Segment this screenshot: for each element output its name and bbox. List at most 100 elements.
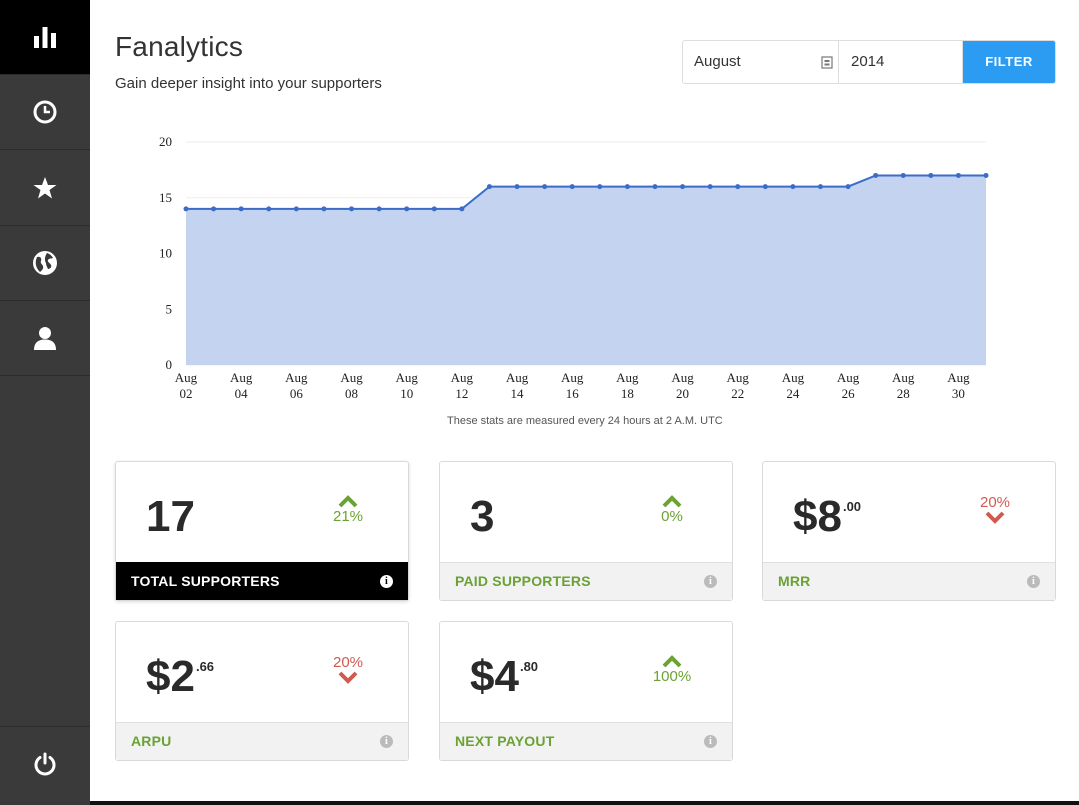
data-point: [790, 184, 796, 190]
x-tick-label: Aug: [616, 370, 639, 385]
x-tick-label: Aug: [727, 370, 750, 385]
chart-svg: 05101520Aug02Aug04Aug06Aug08Aug10Aug12Au…: [159, 134, 989, 401]
arrow-up-icon: [662, 495, 682, 508]
bottom-divider: [90, 801, 1079, 805]
data-point: [238, 206, 244, 212]
stat-label: NEXT PAYOUT: [455, 733, 555, 749]
data-point: [266, 206, 272, 212]
stat-label: PAID SUPPORTERS: [455, 573, 591, 589]
user-icon: [34, 327, 56, 350]
info-icon[interactable]: i: [380, 735, 393, 748]
y-tick-label: 10: [159, 246, 172, 261]
data-point: [183, 206, 189, 212]
x-tick-label: 08: [345, 386, 358, 401]
stat-change: 20%: [965, 494, 1025, 525]
data-point: [817, 184, 823, 190]
data-point: [707, 184, 713, 190]
stat-change: 20%: [318, 654, 378, 685]
stat-change: 21%: [318, 494, 378, 525]
data-point: [542, 184, 548, 190]
x-tick-label: Aug: [395, 370, 418, 385]
x-tick-label: Aug: [285, 370, 308, 385]
nav-logout[interactable]: [0, 726, 90, 801]
x-tick-label: 12: [455, 386, 468, 401]
arrow-down-icon: [985, 511, 1005, 524]
data-point: [459, 206, 465, 212]
data-point: [845, 184, 851, 190]
stat-label-bar: TOTAL SUPPORTERS i: [116, 562, 408, 600]
bar-chart-icon: [34, 27, 56, 48]
x-tick-label: 02: [180, 386, 193, 401]
x-tick-label: 04: [235, 386, 249, 401]
data-point: [735, 184, 741, 190]
nav-analytics[interactable]: [0, 0, 90, 75]
month-value: August: [694, 53, 741, 70]
stat-card-next-payout[interactable]: $4.80 100% NEXT PAYOUT i: [439, 621, 733, 761]
x-tick-label: Aug: [451, 370, 474, 385]
data-point: [431, 206, 437, 212]
clock-icon: [33, 100, 57, 124]
data-point: [873, 172, 879, 178]
stat-value: 17: [146, 492, 195, 541]
arrow-up-icon: [338, 495, 358, 508]
data-point: [293, 206, 299, 212]
stat-card-total-supporters[interactable]: 17 21% TOTAL SUPPORTERS i: [115, 461, 409, 601]
power-icon: [34, 752, 56, 776]
y-tick-label: 15: [159, 190, 172, 205]
calendar-icon: [821, 56, 833, 69]
info-icon[interactable]: i: [380, 575, 393, 588]
data-point: [955, 172, 961, 178]
stat-change-value: 20%: [332, 654, 364, 671]
x-tick-label: Aug: [175, 370, 198, 385]
star-icon: [33, 177, 57, 199]
year-input[interactable]: 2014: [839, 41, 963, 83]
stat-label: MRR: [778, 573, 811, 589]
sidebar: [0, 0, 90, 805]
nav-world[interactable]: [0, 226, 90, 301]
info-icon[interactable]: i: [704, 735, 717, 748]
stat-label-bar: PAID SUPPORTERS i: [440, 562, 732, 600]
arrow-down-icon: [338, 671, 358, 684]
page-subtitle: Gain deeper insight into your supporters: [115, 75, 382, 92]
date-filter: August 2014 FILTER: [682, 40, 1056, 84]
data-point: [983, 172, 989, 178]
stat-card-mrr[interactable]: $8.00 20% MRR i: [762, 461, 1056, 601]
data-point: [349, 206, 355, 212]
month-select[interactable]: August: [683, 41, 839, 83]
x-tick-label: Aug: [837, 370, 860, 385]
x-tick-label: Aug: [340, 370, 363, 385]
data-point: [376, 206, 382, 212]
stat-value: $4.80: [470, 652, 539, 701]
info-icon[interactable]: i: [704, 575, 717, 588]
x-tick-label: Aug: [506, 370, 529, 385]
supporters-chart: 0 5 10 15 20 Aug 02 Aug 04 Aug 06 Aug 08 Aug 10 Aug 12 Au…: [120, 125, 1000, 410]
data-point: [624, 184, 630, 190]
x-tick-label: 24: [786, 386, 800, 401]
nav-favorites[interactable]: [0, 151, 90, 226]
filter-button[interactable]: FILTER: [963, 41, 1055, 83]
data-point: [404, 206, 410, 212]
chart-note: These stats are measured every 24 hours …: [447, 415, 723, 427]
series-line: [186, 174, 986, 210]
stat-change-value: 21%: [332, 508, 364, 525]
stat-card-arpu[interactable]: $2.66 20% ARPU i: [115, 621, 409, 761]
x-tick-label: Aug: [230, 370, 253, 385]
chart-area: [186, 175, 986, 365]
nav-profile[interactable]: [0, 301, 90, 376]
data-point: [680, 184, 686, 190]
x-tick-label: Aug: [782, 370, 805, 385]
x-tick-label: Aug: [671, 370, 694, 385]
nav-history[interactable]: [0, 75, 90, 150]
info-icon[interactable]: i: [1027, 575, 1040, 588]
y-tick-label: 0: [166, 357, 173, 372]
y-tick-label: 5: [166, 301, 173, 316]
x-tick-label: 30: [952, 386, 965, 401]
page-title: Fanalytics: [115, 31, 244, 62]
stat-value: $8.00: [793, 492, 862, 541]
data-point: [321, 206, 327, 212]
x-tick-label: 16: [566, 386, 580, 401]
stat-change-value: 0%: [661, 508, 683, 525]
x-tick-label: 28: [897, 386, 910, 401]
stat-card-paid-supporters[interactable]: 3 0% PAID SUPPORTERS i: [439, 461, 733, 601]
stat-label-bar: NEXT PAYOUT i: [440, 722, 732, 760]
